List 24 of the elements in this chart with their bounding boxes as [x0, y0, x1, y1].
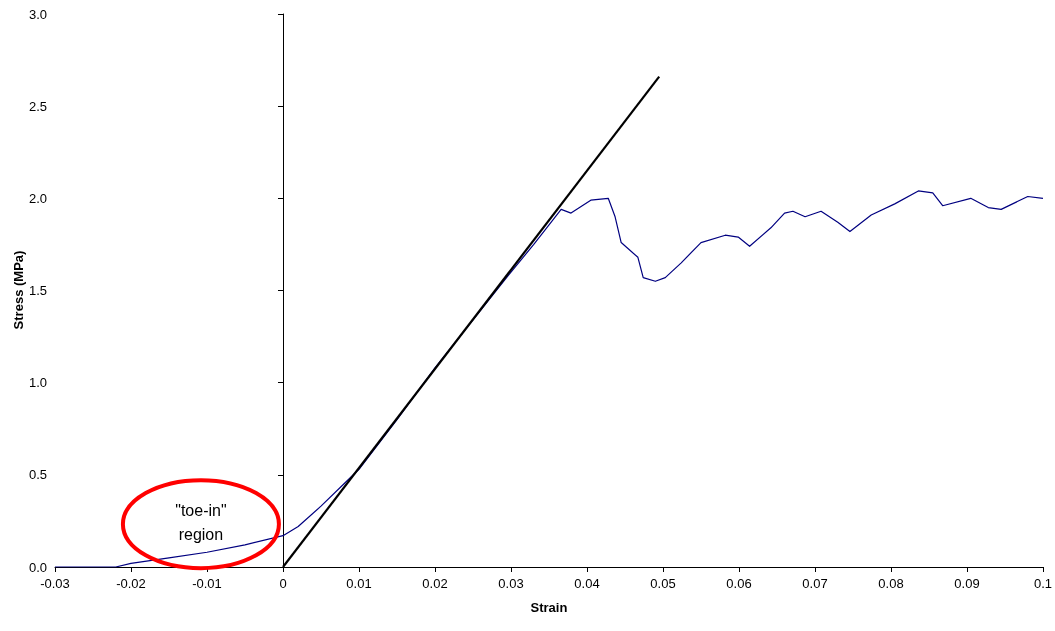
y-axis-title: Stress (MPa)	[10, 250, 26, 330]
x-tick-label: 0.05	[650, 576, 676, 591]
y-tick-label: 1.0	[28, 375, 47, 391]
y-tick-label: 3.0	[28, 6, 47, 22]
x-tick-label: 0.06	[726, 576, 752, 591]
y-tick-label: 0.5	[28, 467, 47, 483]
y-tick-label: 1.5	[28, 283, 47, 298]
y-tick-label: 2.0	[28, 190, 47, 206]
x-tick-label: 0.07	[802, 576, 828, 591]
x-tick-label: -0.03	[40, 576, 70, 591]
x-tick-label: 0.02	[422, 576, 448, 591]
x-tick-label: 0.1	[1033, 576, 1052, 591]
x-tick-label: 0.09	[954, 576, 980, 591]
x-tick-label: 0.03	[498, 576, 524, 591]
y-tick-label: 0.0	[28, 559, 47, 575]
x-tick-label: 0	[279, 576, 287, 591]
y-tick-label: 2.5	[28, 98, 47, 114]
x-tick-label: 0.01	[346, 576, 372, 591]
x-axis-title: Strain	[530, 600, 568, 615]
x-tick-label: 0.04	[574, 576, 600, 591]
annotation: "toe-in" region	[175, 501, 227, 543]
x-tick-label: -0.02	[116, 576, 146, 591]
x-tick-label: -0.01	[192, 576, 222, 591]
x-tick-label: 0.08	[878, 576, 904, 591]
